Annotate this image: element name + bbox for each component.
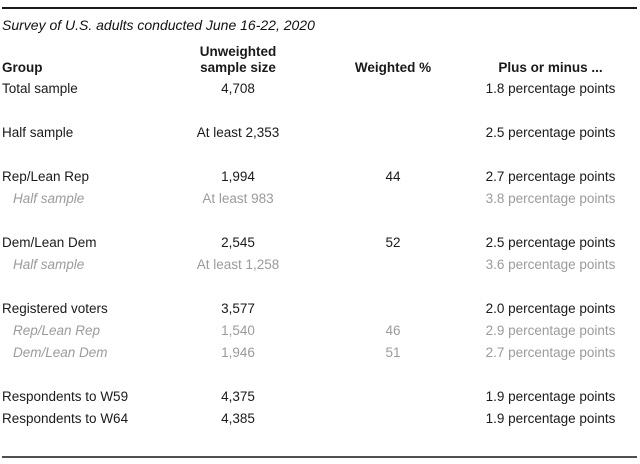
margin-cell: 3.8 percentage points: [485, 190, 616, 206]
weighted-cell: 51: [385, 344, 401, 360]
table-row: Rep/Lean Rep 1,994 44 2.7 percentage poi…: [2, 165, 637, 187]
margin-cell: 2.7 percentage points: [485, 168, 616, 184]
margin-cell: 1.8 percentage points: [485, 80, 616, 96]
group-cell: Total sample: [2, 80, 78, 96]
column-header-sample-size-line2: sample size: [200, 59, 276, 75]
group-cell: Half sample: [2, 124, 74, 140]
group-cell: Rep/Lean Rep: [2, 168, 90, 184]
margin-cell: 1.9 percentage points: [485, 388, 616, 404]
sample-size-cell: 3,577: [221, 300, 255, 316]
margin-cell: 2.5 percentage points: [485, 234, 616, 250]
sample-size-cell: 4,385: [221, 410, 255, 426]
group-cell: Half sample: [13, 190, 85, 206]
bottom-rule: [2, 456, 637, 458]
table-row: Rep/Lean Rep 1,540 46 2.9 percentage poi…: [2, 319, 637, 341]
methodology-table: Survey of U.S. adults conducted June 16-…: [0, 7, 640, 464]
table-row: Half sample At least 2,353 2.5 percentag…: [2, 121, 637, 143]
table-row: Half sample At least 983 3.8 percentage …: [2, 187, 637, 209]
group-cell: Respondents to W64: [2, 410, 129, 426]
sample-size-cell: 1,946: [221, 344, 255, 360]
column-header-weighted: Weighted %: [354, 59, 432, 75]
sample-size-cell: At least 1,258: [196, 256, 280, 272]
margin-cell: 2.0 percentage points: [485, 300, 616, 316]
table-row: Respondents to W59 4,375 1.9 percentage …: [2, 385, 637, 407]
sample-size-cell: 4,375: [221, 388, 255, 404]
weighted-cell: 52: [385, 234, 401, 250]
group-cell: Registered voters: [2, 300, 108, 316]
table-row: Total sample 4,708 1.8 percentage points: [2, 77, 637, 99]
sample-size-cell: 1,994: [221, 168, 255, 184]
table-row: Registered voters 3,577 2.0 percentage p…: [2, 297, 637, 319]
group-cell: Half sample: [13, 256, 85, 272]
table-row: Dem/Lean Dem 1,946 51 2.7 percentage poi…: [2, 341, 637, 363]
column-header-margin: Plus or minus ...: [498, 59, 603, 75]
table-title: Survey of U.S. adults conducted June 16-…: [2, 17, 315, 33]
margin-cell: 1.9 percentage points: [485, 410, 616, 426]
sample-size-cell: At least 2,353: [196, 124, 280, 140]
group-cell: Rep/Lean Rep: [13, 322, 101, 338]
column-header-sample-size-line1: Unweighted: [199, 44, 277, 59]
margin-cell: 2.7 percentage points: [485, 344, 616, 360]
table-row: Dem/Lean Dem 2,545 52 2.5 percentage poi…: [2, 231, 637, 253]
group-cell: Dem/Lean Dem: [13, 344, 108, 360]
group-cell: Dem/Lean Dem: [2, 234, 97, 250]
margin-cell: 2.9 percentage points: [485, 322, 616, 338]
top-rule: [2, 7, 637, 9]
table-header-row: Group Unweighted sample size Weighted % …: [2, 44, 637, 75]
table-row: Half sample At least 1,258 3.6 percentag…: [2, 253, 637, 275]
margin-cell: 3.6 percentage points: [485, 256, 616, 272]
margin-cell: 2.5 percentage points: [485, 124, 616, 140]
column-header-sample-size: Unweighted sample size: [153, 44, 323, 75]
table-body: Total sample 4,708 1.8 percentage points…: [2, 77, 637, 429]
sample-size-cell: 4,708: [221, 80, 255, 96]
group-cell: Respondents to W59: [2, 388, 129, 404]
weighted-cell: 44: [385, 168, 401, 184]
sample-size-cell: 1,540: [221, 322, 255, 338]
table-row: Respondents to W64 4,385 1.9 percentage …: [2, 407, 637, 429]
weighted-cell: 46: [385, 322, 401, 338]
sample-size-cell: 2,545: [221, 234, 255, 250]
column-header-group: Group: [2, 59, 43, 75]
sample-size-cell: At least 983: [202, 190, 274, 206]
